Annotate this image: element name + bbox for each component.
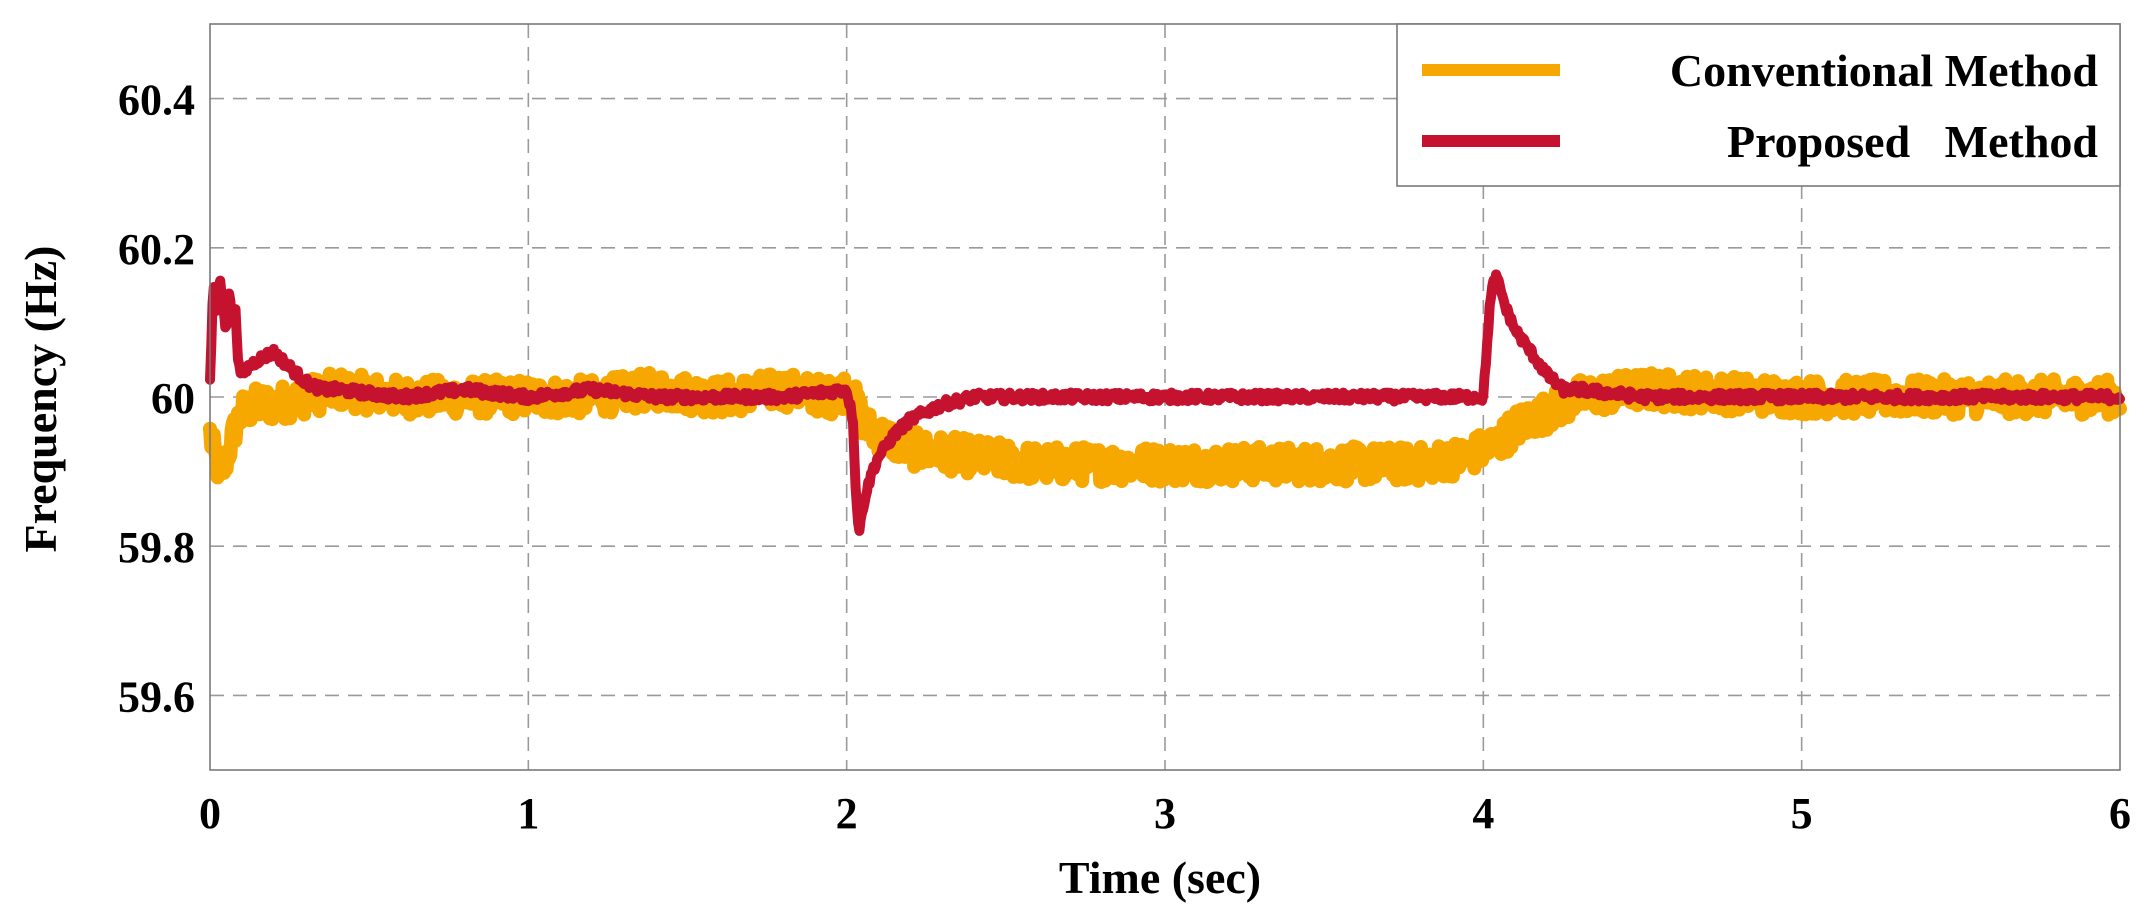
tick-labels: 0 1 2 3 4 5 6 59.6 59.8 60 60.2 60.4 bbox=[118, 76, 2131, 838]
x-tick-label: 4 bbox=[1472, 789, 1494, 838]
x-axis-title: Time (sec) bbox=[1059, 852, 1261, 903]
legend-box bbox=[1396, 23, 2121, 187]
legend-label-proposed: Proposed Method bbox=[1727, 116, 2098, 167]
x-tick-label: 0 bbox=[199, 789, 221, 838]
plot-frame bbox=[209, 23, 2121, 771]
x-tick-label: 6 bbox=[2109, 789, 2131, 838]
x-tick-label: 3 bbox=[1154, 789, 1176, 838]
series-line-proposed bbox=[205, 269, 2125, 536]
y-tick-label: 59.6 bbox=[118, 672, 195, 721]
series-layer bbox=[203, 269, 2127, 536]
y-axis-title: Frequency (Hz) bbox=[15, 245, 66, 552]
legend: Conventional Method Proposed Method bbox=[1396, 23, 2121, 187]
series-line-conventional bbox=[203, 366, 2127, 489]
y-tick-label: 59.8 bbox=[118, 523, 195, 572]
x-tick-label: 1 bbox=[517, 789, 539, 838]
legend-label-conventional: Conventional Method bbox=[1670, 45, 2099, 96]
x-tick-label: 2 bbox=[836, 789, 858, 838]
y-tick-label: 60.4 bbox=[118, 76, 195, 125]
y-tick-label: 60 bbox=[151, 374, 195, 423]
x-tick-label: 5 bbox=[1791, 789, 1813, 838]
y-tick-label: 60.2 bbox=[118, 225, 195, 274]
